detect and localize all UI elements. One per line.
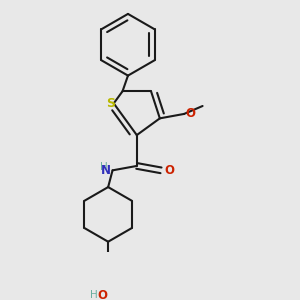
- Text: N: N: [101, 164, 111, 177]
- Text: O: O: [164, 164, 175, 177]
- Text: H: H: [100, 162, 107, 172]
- Text: O: O: [98, 289, 108, 300]
- Text: H: H: [90, 290, 98, 300]
- Text: S: S: [106, 97, 115, 110]
- Text: O: O: [186, 107, 196, 120]
